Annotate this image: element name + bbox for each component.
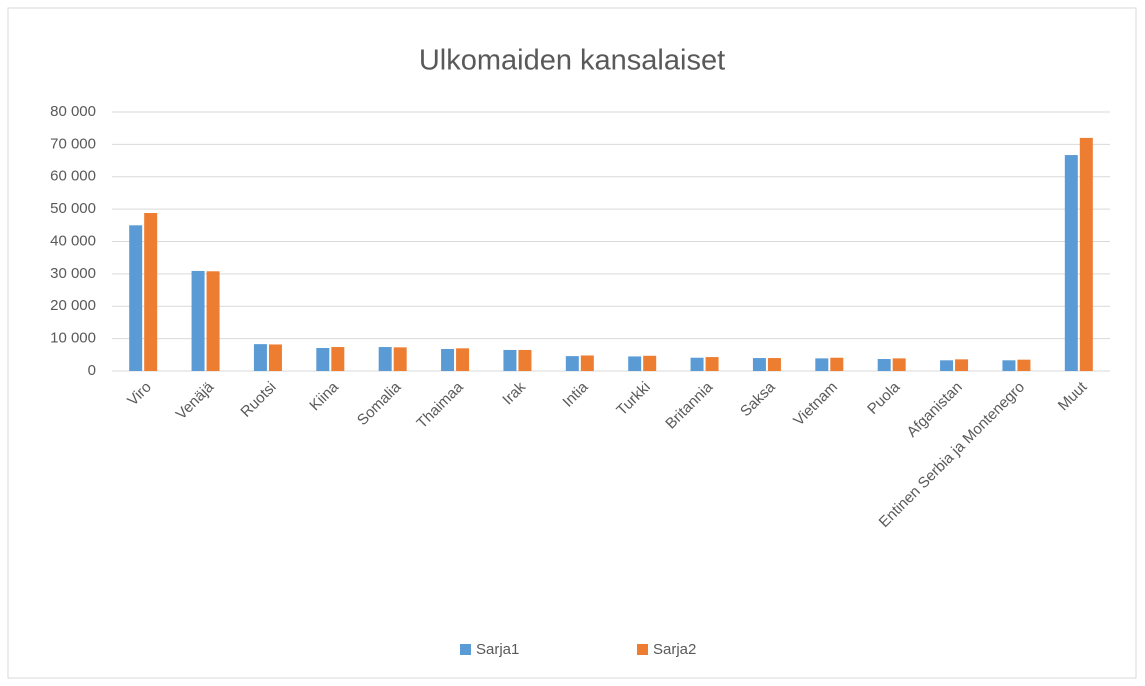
- bar: [643, 355, 657, 371]
- bar: [815, 358, 829, 371]
- bar: [316, 348, 330, 371]
- bar: [268, 344, 282, 371]
- bar: [518, 349, 532, 371]
- bar: [940, 360, 954, 371]
- bar: [503, 349, 517, 371]
- bar: [441, 348, 455, 371]
- bar: [1064, 155, 1078, 371]
- chart-border: [7, 7, 1137, 679]
- bar: [206, 271, 220, 371]
- y-tick-label: 10 000: [50, 330, 96, 347]
- y-tick-label: 60 000: [50, 168, 96, 185]
- bar: [393, 347, 407, 371]
- y-tick-label: 70 000: [50, 135, 96, 152]
- bar: [892, 358, 906, 371]
- y-tick-label: 80 000: [50, 103, 96, 120]
- y-tick-label: 20 000: [50, 297, 96, 314]
- bar: [129, 225, 143, 371]
- bar: [752, 358, 766, 371]
- bar: [830, 357, 844, 371]
- legend-label: Sarja2: [653, 641, 696, 658]
- bar: [331, 347, 345, 371]
- bar: [1002, 360, 1016, 371]
- bar: [580, 355, 594, 371]
- chart-title: Ulkomaiden kansalaiset: [419, 45, 725, 77]
- bar: [1079, 137, 1093, 371]
- bar: [378, 347, 392, 371]
- bar: [253, 344, 267, 371]
- legend-label: Sarja1: [476, 641, 519, 658]
- bar: [144, 213, 158, 371]
- bar: [1017, 359, 1031, 371]
- bar: [628, 356, 642, 371]
- y-tick-label: 40 000: [50, 232, 96, 249]
- legend-swatch: [460, 644, 471, 655]
- y-tick-label: 50 000: [50, 200, 96, 217]
- bar: [565, 356, 579, 371]
- y-tick-label: 30 000: [50, 265, 96, 282]
- y-tick-label: 0: [88, 362, 96, 379]
- bar: [456, 348, 470, 371]
- bar: [877, 359, 891, 371]
- bar: [705, 357, 719, 371]
- bar: [767, 358, 781, 371]
- bar: [690, 357, 704, 371]
- bar: [955, 359, 969, 371]
- legend-swatch: [637, 644, 648, 655]
- bar: [191, 270, 205, 371]
